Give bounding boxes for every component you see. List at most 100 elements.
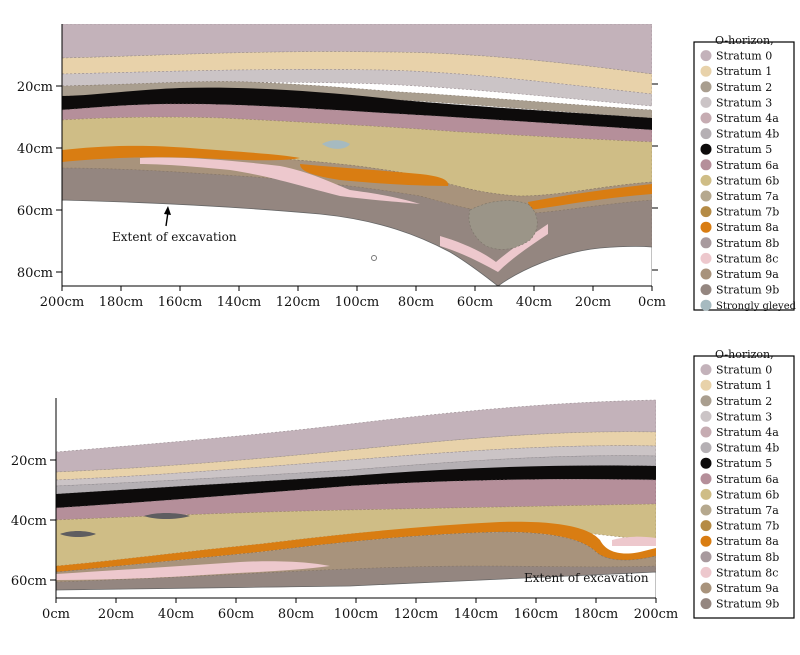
bottom-legend-label: Stratum 7a <box>716 504 779 517</box>
bottom-profile-panel: 20cm 40cm 60cm 0cm 20cm 40cm 60cm 80cm 100cm 120… <box>11 348 795 622</box>
bottom-legend-label: Stratum 6b <box>716 488 779 501</box>
bottom-legend-label: Stratum 1 <box>716 379 772 392</box>
top-x-tick-label: 40cm <box>516 295 552 310</box>
bottom-x-tick-label: 120cm <box>394 607 438 622</box>
top-legend-swatch <box>700 65 712 77</box>
bottom-legend-swatch <box>700 566 712 578</box>
bottom-x-tick-label: 0cm <box>42 607 70 622</box>
bottom-legend-label: Stratum 2 <box>716 395 772 408</box>
top-legend-swatch <box>700 174 712 186</box>
bottom-legend-swatch <box>700 395 712 407</box>
top-x-tick-label: 160cm <box>158 295 202 310</box>
top-stratum-5 <box>62 87 652 130</box>
top-legend-label: Stratum 1 <box>716 65 772 78</box>
bottom-legend-swatch <box>700 410 712 422</box>
top-legend-swatch <box>700 50 712 62</box>
top-unexcavated-area-right <box>497 245 652 286</box>
top-legend-swatch <box>700 252 712 264</box>
top-legend-swatch <box>700 299 712 311</box>
bottom-x-tick-label: 200cm <box>634 607 678 622</box>
bottom-legend-label: O-horizon, <box>715 348 774 361</box>
top-stratum-7a-pit <box>468 200 538 250</box>
top-legend-swatch <box>700 206 712 218</box>
bottom-stratum-4b <box>56 455 656 495</box>
top-legend-label: Stratum 7a <box>716 190 779 203</box>
top-x-tick-label: 200cm <box>40 295 84 310</box>
bottom-legend-swatch <box>700 535 712 547</box>
top-legend-label: Stratum 6a <box>716 159 779 172</box>
top-legend-swatch <box>700 81 712 93</box>
bottom-legend-label: Stratum 4a <box>716 426 779 439</box>
bottom-stratum-8c-right <box>612 536 656 546</box>
bottom-stratum-8c <box>56 561 330 580</box>
bottom-legend-swatch <box>700 520 712 532</box>
top-stratum-8c-left <box>140 157 420 204</box>
bottom-y-tick-label: 40cm <box>11 514 47 529</box>
bottom-x-tick-label: 20cm <box>98 607 134 622</box>
bottom-x-tick-label: 40cm <box>158 607 194 622</box>
bottom-legend-swatch <box>700 582 712 594</box>
top-stratum-6a <box>62 103 652 143</box>
top-annotation-text: Extent of excavation <box>112 230 237 244</box>
top-profile-panel: 20cm 40cm 60cm 80cm 200cm 180cm 160cm 140cm 120… <box>17 24 797 312</box>
top-x-tick-label: 0cm <box>638 295 666 310</box>
top-legend-swatch <box>700 96 712 108</box>
top-y-tick-label: 60cm <box>17 204 53 219</box>
bottom-legend-swatch <box>700 364 712 376</box>
top-legend-swatch <box>700 112 712 124</box>
bottom-legend-swatch <box>700 504 712 516</box>
top-legend-swatch <box>700 284 712 296</box>
bottom-legend-label: Stratum 6a <box>716 473 779 486</box>
top-x-tick-label: 80cm <box>398 295 434 310</box>
bottom-strata-layers <box>56 399 656 598</box>
top-legend-label: Stratum 9b <box>716 284 779 297</box>
bottom-stratum-6b <box>56 503 656 567</box>
top-stratum-8a-lens-left <box>62 145 300 162</box>
bottom-legend-label: Stratum 5 <box>716 457 772 470</box>
bottom-legend-swatch <box>700 379 712 391</box>
bottom-legend-label: Stratum 0 <box>716 364 772 377</box>
top-y-tick-label: 80cm <box>17 266 53 281</box>
bottom-x-tick-label: 60cm <box>218 607 254 622</box>
top-legend-label: Stratum 2 <box>716 81 772 94</box>
top-y-tick-label: 20cm <box>17 80 53 95</box>
top-stratum-6b <box>62 116 652 197</box>
bottom-legend-label: Stratum 8c <box>716 566 778 579</box>
top-legend-label: Stratum 7b <box>716 206 779 219</box>
bottom-legend: O-horizon, Stratum 0 Stratum 1 Stratum 2 Str… <box>700 348 779 611</box>
bottom-stratum-3 <box>56 445 656 487</box>
top-annotation-arrowhead <box>164 206 171 215</box>
top-legend-label: Stratum 9a <box>716 268 779 281</box>
top-x-tick-label: 180cm <box>99 295 143 310</box>
top-y-ticks: 20cm 40cm 60cm 80cm <box>17 80 62 281</box>
bottom-x-ticks: 0cm 20cm 40cm 60cm 80cm 100cm 120cm 140cm 160cm 1… <box>42 598 678 622</box>
top-x-tick-label: 120cm <box>276 295 320 310</box>
bottom-legend-label: Stratum 4b <box>716 442 779 455</box>
top-legend-label: Stratum 8b <box>716 237 779 250</box>
bottom-x-tick-label: 180cm <box>574 607 618 622</box>
bottom-legend-label: Stratum 7b <box>716 520 779 533</box>
bottom-y-tick-label: 60cm <box>11 574 47 589</box>
top-legend-swatch <box>700 268 712 280</box>
top-legend-label: Strongly gleyed <box>716 301 797 312</box>
top-legend-swatch <box>700 237 712 249</box>
bottom-y-tick-label: 20cm <box>11 454 47 469</box>
top-legend-swatch <box>700 159 712 171</box>
top-legend-label: Stratum 3 <box>716 96 772 109</box>
top-x-tick-label: 20cm <box>575 295 611 310</box>
bottom-legend-swatch <box>700 598 712 610</box>
top-legend-swatch <box>700 128 712 140</box>
bottom-legend-label: Stratum 9b <box>716 598 779 611</box>
top-y-tick-label: 40cm <box>17 142 53 157</box>
bottom-legend-label: Stratum 8a <box>716 535 779 548</box>
top-stratum-8a-lens-right <box>528 184 652 210</box>
top-stratum-8a-lens-center <box>300 164 449 186</box>
top-legend-label: Stratum 5 <box>716 143 772 156</box>
top-x-tick-label: 100cm <box>335 295 379 310</box>
bottom-x-tick-label: 80cm <box>278 607 314 622</box>
top-legend-label: Stratum 8a <box>716 221 779 234</box>
top-legend-label: Stratum 8c <box>716 252 778 265</box>
top-x-ticks: 200cm 180cm 160cm 140cm 120cm 100cm 80cm 60cm 40… <box>40 286 666 310</box>
bottom-legend-swatch <box>700 457 712 469</box>
